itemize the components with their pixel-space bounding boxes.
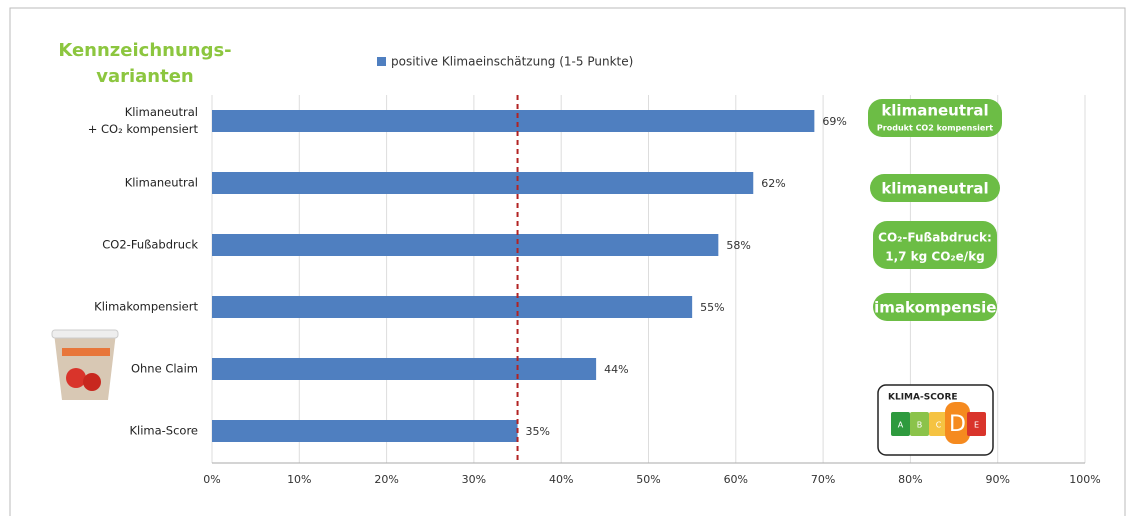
grade-cell [945,402,970,444]
klima-score: KLIMA-SCORE A B C D E [877,384,994,456]
grade-label: E [974,421,979,430]
x-tick-label: 100% [1069,473,1100,486]
category-label: Ohne Claim [130,361,198,376]
category-label: CO2-Fußabdruck [102,237,198,252]
category-label: Klimaneutral + CO₂ kompensiert [87,105,198,136]
frame [9,7,1126,516]
badge-text: klimaneutral [881,180,988,198]
value-label: 58% [726,239,750,252]
grade-cell [891,412,910,436]
badge-text: CO₂-Fußabdruck: [878,231,992,245]
grade-label: D [949,412,966,437]
badge-text: klimakompensiert [859,299,1011,317]
bar [212,296,693,318]
badge-text: klimaneutral [881,102,988,120]
badge-bg [873,293,997,321]
badge: klimakompensiert [859,293,1011,321]
legend-label: positive Klimaeinschätzung (1-5 Punkte) [391,55,633,69]
grade-cell [929,412,948,436]
x-tick-label: 80% [898,473,922,486]
x-tick-label: 20% [374,473,398,486]
grade-cell [967,412,986,436]
category-label: Klimakompensiert [94,299,198,314]
category-label: Klimaneutral [124,175,198,190]
klima-score-title: KLIMA-SCORE [888,393,958,403]
grade-cell [910,412,929,436]
category-label: Klima-Score [129,423,198,438]
badge: klimaneutral Produkt CO2 kompensiert [868,99,1002,137]
value-label: 62% [761,177,785,190]
value-label: 35% [526,425,550,438]
bar [212,420,518,442]
grade-label: C [936,421,942,430]
badge-bg [870,174,1000,202]
value-label: 55% [700,301,724,314]
x-tick-label: 90% [985,473,1009,486]
x-tick-label: 50% [636,473,660,486]
bar [212,172,754,194]
badge-bg [868,99,1002,137]
bar [212,234,719,256]
grade-label: A [898,421,904,430]
badge-text: 1,7 kg CO₂e/kg [885,250,985,264]
badge-text: Produkt CO2 kompensiert [877,124,993,133]
badge-bg [873,221,997,269]
x-tick-label: 40% [549,473,573,486]
value-label: 69% [822,115,846,128]
x-tick-label: 10% [287,473,311,486]
yogurt-cup [51,329,119,400]
bar [212,358,597,380]
x-tick-label: 60% [724,473,748,486]
x-tick-label: 70% [811,473,835,486]
value-label: 44% [604,363,628,376]
grade-label: B [917,421,923,430]
badge: klimaneutral [870,174,1000,202]
x-tick-label: 30% [462,473,486,486]
legend-swatch [377,57,386,66]
bar [212,110,815,132]
badge: CO₂-Fußabdruck: 1,7 kg CO₂e/kg [873,221,997,269]
chart-title: Kennzeichnungs- varianten [58,40,232,87]
x-tick-label: 0% [203,473,220,486]
